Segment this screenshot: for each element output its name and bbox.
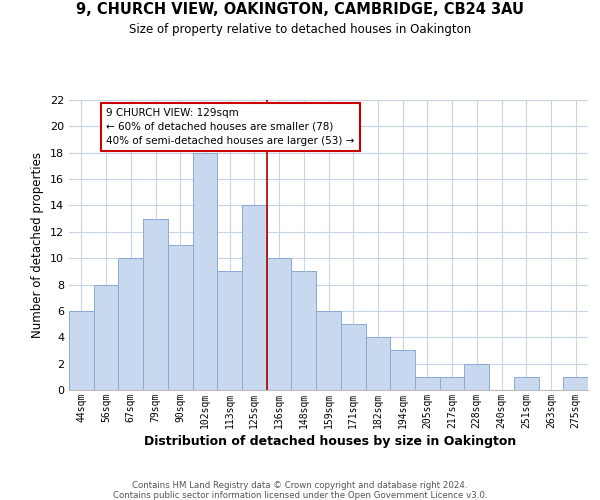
Bar bbox=[514, 377, 539, 390]
Text: Distribution of detached houses by size in Oakington: Distribution of detached houses by size … bbox=[144, 435, 516, 448]
Text: Size of property relative to detached houses in Oakington: Size of property relative to detached ho… bbox=[129, 22, 471, 36]
Bar bbox=[390, 350, 415, 390]
Bar bbox=[267, 258, 292, 390]
Bar bbox=[563, 377, 588, 390]
Text: 9 CHURCH VIEW: 129sqm
← 60% of detached houses are smaller (78)
40% of semi-deta: 9 CHURCH VIEW: 129sqm ← 60% of detached … bbox=[106, 108, 355, 146]
Bar bbox=[242, 206, 267, 390]
Bar bbox=[415, 377, 440, 390]
Y-axis label: Number of detached properties: Number of detached properties bbox=[31, 152, 44, 338]
Bar bbox=[464, 364, 489, 390]
Bar bbox=[168, 245, 193, 390]
Text: Contains public sector information licensed under the Open Government Licence v3: Contains public sector information licen… bbox=[113, 491, 487, 500]
Bar bbox=[118, 258, 143, 390]
Bar bbox=[217, 272, 242, 390]
Bar bbox=[292, 272, 316, 390]
Bar bbox=[69, 311, 94, 390]
Text: Contains HM Land Registry data © Crown copyright and database right 2024.: Contains HM Land Registry data © Crown c… bbox=[132, 481, 468, 490]
Bar bbox=[341, 324, 365, 390]
Bar bbox=[440, 377, 464, 390]
Bar bbox=[94, 284, 118, 390]
Text: 9, CHURCH VIEW, OAKINGTON, CAMBRIDGE, CB24 3AU: 9, CHURCH VIEW, OAKINGTON, CAMBRIDGE, CB… bbox=[76, 2, 524, 18]
Bar bbox=[193, 152, 217, 390]
Bar bbox=[143, 218, 168, 390]
Bar bbox=[365, 338, 390, 390]
Bar bbox=[316, 311, 341, 390]
